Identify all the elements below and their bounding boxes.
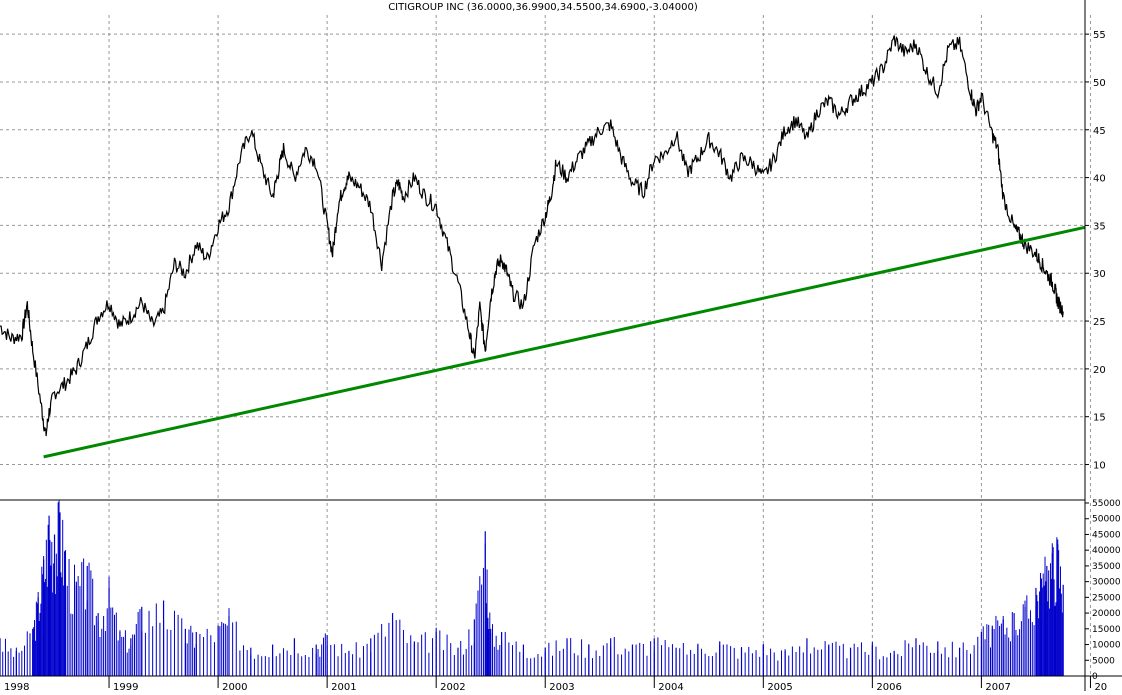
x-tick-label: 20 bbox=[1094, 682, 1107, 691]
x-tick-label: 2000 bbox=[222, 682, 247, 691]
volume-tick-label: 30000 bbox=[1092, 578, 1121, 588]
y-tick-label: 40 bbox=[1093, 174, 1106, 185]
x-tick-label: 2003 bbox=[549, 682, 574, 691]
x-tick-label: 2001 bbox=[331, 682, 356, 691]
volume-tick-label: 0 bbox=[1092, 672, 1098, 682]
volume-tick-label: 25000 bbox=[1092, 593, 1121, 603]
x-tick-label: 2007 bbox=[985, 682, 1010, 691]
support-trend-line bbox=[43, 225, 1086, 459]
chart-title: CITIGROUP INC (36.0000,36.9900,34.5500,3… bbox=[388, 2, 698, 13]
y-tick-label: 10 bbox=[1093, 461, 1106, 472]
y-tick-label: 20 bbox=[1093, 365, 1106, 376]
volume-tick-label: 55000 bbox=[1092, 499, 1121, 509]
y-tick-label: 30 bbox=[1093, 269, 1106, 280]
volume-tick-label: 50000 bbox=[1092, 515, 1121, 525]
y-tick-label: 55 bbox=[1093, 30, 1106, 41]
x-tick-label: 2004 bbox=[658, 682, 683, 691]
volume-tick-label: 45000 bbox=[1092, 530, 1121, 540]
x-tick-label: 1999 bbox=[113, 682, 138, 691]
x-tick-label: 2005 bbox=[767, 682, 792, 691]
volume-tick-label: 5000 bbox=[1092, 656, 1115, 666]
y-tick-label: 25 bbox=[1093, 317, 1106, 328]
y-tick-label: 50 bbox=[1093, 78, 1106, 89]
volume-tick-label: 40000 bbox=[1092, 546, 1121, 556]
x-tick-label: 2006 bbox=[876, 682, 901, 691]
x-tick-label: 1998 bbox=[4, 682, 29, 691]
volume-tick-label: 20000 bbox=[1092, 609, 1121, 619]
price-series-line bbox=[0, 35, 1064, 437]
volume-tick-label: 10000 bbox=[1092, 641, 1121, 651]
volume-tick-label: 15000 bbox=[1092, 625, 1121, 635]
y-tick-label: 45 bbox=[1093, 126, 1106, 137]
x-tick-label: 2002 bbox=[440, 682, 465, 691]
volume-tick-label: 35000 bbox=[1092, 562, 1121, 572]
y-tick-label: 15 bbox=[1093, 413, 1106, 424]
y-tick-label: 35 bbox=[1093, 221, 1106, 232]
